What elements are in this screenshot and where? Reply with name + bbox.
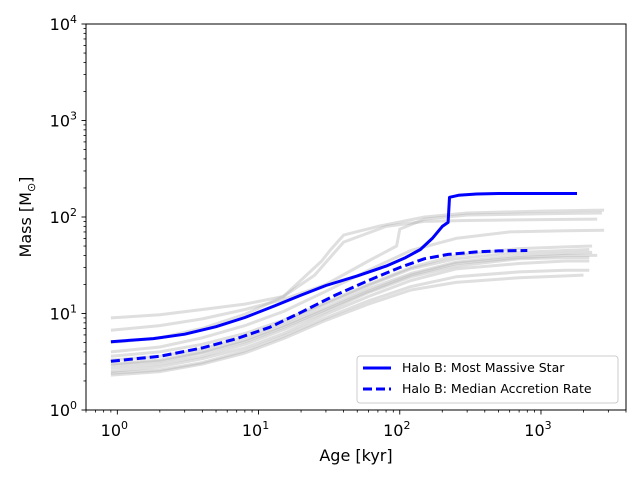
y-tick-exp: 1 [70, 303, 77, 316]
background-track-1 [110, 211, 602, 332]
background-track-6 [110, 256, 590, 370]
y-tick-base: 10 [50, 15, 70, 34]
x-tick-label: 102 [383, 419, 410, 440]
legend-label-1: Halo B: Median Accretion Rate [402, 381, 592, 396]
background-track-4 [110, 244, 593, 358]
y-axis-label-main: Mass [M [16, 192, 35, 257]
y-tick-base: 10 [50, 208, 70, 227]
series-line-1 [110, 249, 528, 363]
legend-label-0: Halo B: Most Massive Star [402, 360, 565, 375]
y-axis-label: Mass [M⊙] [16, 177, 38, 258]
background-track-5 [110, 250, 593, 366]
background-track-9 [110, 273, 584, 377]
background-track-8 [110, 268, 590, 375]
y-tick-label: 101 [50, 303, 77, 324]
background-tracks [110, 208, 605, 377]
x-tick-base: 10 [101, 421, 121, 440]
y-tick-exp: 2 [70, 206, 77, 219]
y-axis-label-close: ] [16, 177, 35, 183]
x-tick-base: 10 [383, 421, 403, 440]
x-axis-ticks: 100 101 102 103 [85, 410, 627, 440]
highlight-series [110, 192, 577, 363]
x-tick-base: 10 [524, 421, 544, 440]
background-track-0 [110, 217, 598, 320]
x-tick-label: 101 [242, 419, 269, 440]
series-line-0 [110, 192, 577, 344]
x-tick-exp: 0 [121, 419, 128, 432]
x-tick-label: 100 [101, 419, 128, 440]
y-tick-label: 103 [50, 110, 77, 131]
y-tick-label: 100 [50, 399, 77, 420]
x-tick-base: 10 [242, 421, 262, 440]
x-tick-exp: 2 [403, 419, 410, 432]
y-tick-base: 10 [50, 305, 70, 324]
x-tick-exp: 1 [262, 419, 269, 432]
y-tick-exp: 3 [70, 110, 77, 123]
background-track-11 [110, 253, 598, 367]
background-track-3 [110, 228, 605, 354]
legend-box [356, 355, 619, 404]
background-track-7 [110, 259, 590, 374]
y-tick-exp: 0 [70, 399, 77, 412]
y-tick-label: 104 [50, 13, 77, 34]
x-tick-label: 103 [524, 419, 551, 440]
x-axis-label: Age [kyr] [319, 446, 392, 465]
x-tick-exp: 3 [545, 419, 552, 432]
legend: Halo B: Most Massive Star Halo B: Median… [356, 355, 619, 404]
y-tick-exp: 4 [70, 13, 77, 26]
background-track-2 [110, 208, 605, 344]
y-tick-base: 10 [50, 112, 70, 131]
y-tick-label: 102 [50, 206, 77, 227]
y-tick-base: 10 [50, 401, 70, 420]
y-axis-label-sub: ⊙ [25, 183, 38, 192]
